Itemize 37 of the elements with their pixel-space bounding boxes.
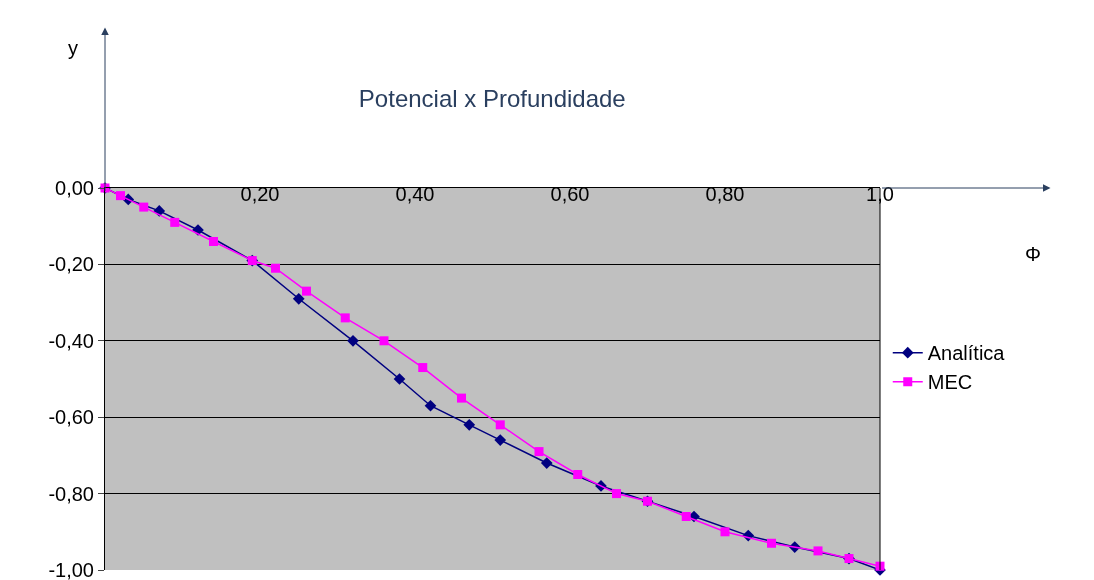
y-tick-label: -1,00 [48,559,94,580]
point [170,217,180,227]
y-tick-label: -0,60 [48,406,94,429]
point [393,373,406,385]
legend-label: Analítica [927,342,1006,365]
point [813,546,823,556]
point [139,202,149,212]
point [495,420,505,430]
text: Φ [1025,243,1041,265]
chart-title: Potencial x Profundidade [358,85,626,112]
point [534,447,544,457]
point [720,527,730,537]
point [767,538,776,548]
y-tick-label: 0,00 [55,177,94,199]
legend-label: MEC [927,371,973,394]
point [116,191,125,201]
x-tick-label: 1,0 [866,183,894,205]
text: y [68,37,78,59]
point [457,393,466,403]
point [573,470,583,479]
point [271,263,280,273]
point [302,286,311,296]
y-tick-label: -0,40 [48,329,94,352]
point [494,434,507,446]
point [418,363,428,373]
point [379,336,389,346]
point [292,292,305,305]
y-tick-label: -0,80 [48,482,94,505]
y-tick-label: -0,20 [48,253,94,276]
point [463,418,476,431]
point [612,489,621,499]
point [424,399,437,412]
point [540,457,553,469]
point [681,512,691,522]
point [209,236,218,246]
point [340,313,350,323]
point [347,334,359,347]
